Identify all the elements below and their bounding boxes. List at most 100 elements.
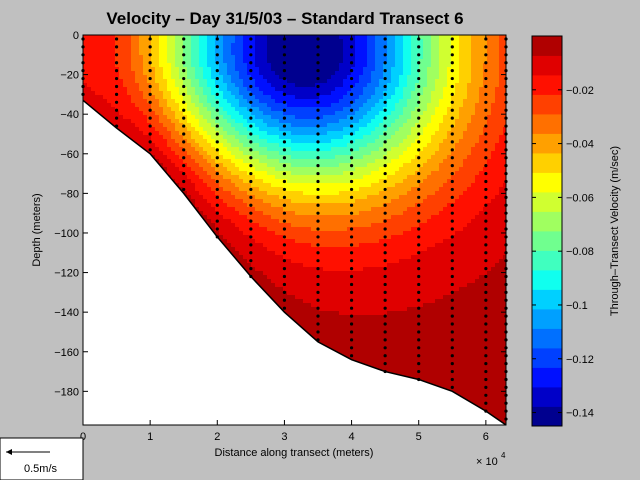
contour-cell bbox=[319, 123, 324, 128]
contour-cell bbox=[403, 207, 408, 212]
contour-cell bbox=[407, 303, 412, 308]
contour-cell bbox=[303, 151, 308, 156]
contour-cell bbox=[371, 303, 376, 308]
contour-cell bbox=[399, 139, 404, 144]
contour-cell bbox=[219, 63, 224, 68]
contour-cell bbox=[251, 159, 256, 164]
contour-cell bbox=[331, 123, 336, 128]
contour-cell bbox=[331, 195, 336, 200]
contour-cell bbox=[339, 63, 344, 68]
contour-cell bbox=[271, 79, 276, 84]
contour-cell bbox=[255, 131, 260, 136]
contour-cell bbox=[291, 159, 296, 164]
contour-cell bbox=[139, 75, 144, 80]
contour-cell bbox=[255, 239, 260, 244]
contour-cell bbox=[383, 311, 388, 316]
contour-cell bbox=[243, 103, 248, 108]
contour-cell bbox=[407, 119, 412, 124]
contour-cell bbox=[139, 123, 144, 128]
contour-cell bbox=[167, 103, 172, 108]
contour-cell bbox=[191, 187, 196, 192]
contour-cell bbox=[267, 227, 272, 232]
contour-cell bbox=[159, 159, 164, 164]
contour-cell bbox=[111, 47, 116, 52]
contour-cell bbox=[343, 251, 348, 256]
contour-cell bbox=[347, 219, 352, 224]
contour-cell bbox=[371, 39, 376, 44]
contour-cell bbox=[135, 55, 140, 60]
contour-cell bbox=[183, 87, 188, 92]
contour-cell bbox=[379, 299, 384, 304]
contour-cell bbox=[167, 151, 172, 156]
contour-cell bbox=[423, 171, 428, 176]
contour-cell bbox=[415, 127, 420, 132]
contour-cell bbox=[251, 183, 256, 188]
contour-cell bbox=[235, 103, 240, 108]
contour-cell bbox=[207, 71, 212, 76]
contour-cell bbox=[327, 63, 332, 68]
contour-cell bbox=[307, 195, 312, 200]
contour-cell bbox=[271, 191, 276, 196]
contour-cell bbox=[411, 139, 416, 144]
contour-cell bbox=[215, 159, 220, 164]
contour-cell bbox=[299, 39, 304, 44]
contour-cell bbox=[239, 35, 244, 40]
contour-cell bbox=[315, 39, 320, 44]
contour-cell bbox=[291, 219, 296, 224]
contour-cell bbox=[295, 47, 300, 52]
contour-cell bbox=[255, 35, 260, 40]
contour-cell bbox=[399, 299, 404, 304]
contour-cell bbox=[215, 151, 220, 156]
contour-cell bbox=[399, 95, 404, 100]
contour-cell bbox=[347, 103, 352, 108]
contour-cell bbox=[347, 207, 352, 212]
contour-cell bbox=[139, 119, 144, 124]
contour-cell bbox=[391, 335, 396, 340]
contour-cell bbox=[283, 151, 288, 156]
contour-cell bbox=[203, 123, 208, 128]
contour-cell bbox=[171, 123, 176, 128]
contour-cell bbox=[303, 179, 308, 184]
contour-cell bbox=[311, 307, 316, 312]
contour-cell bbox=[227, 55, 232, 60]
contour-cell bbox=[371, 215, 376, 220]
contour-cell bbox=[319, 223, 324, 228]
contour-cell bbox=[379, 47, 384, 52]
contour-cell bbox=[387, 203, 392, 208]
contour-cell bbox=[171, 127, 176, 132]
contour-cell bbox=[163, 35, 168, 40]
contour-cell bbox=[243, 143, 248, 148]
contour-cell bbox=[387, 155, 392, 160]
contour-cell bbox=[383, 287, 388, 292]
contour-cell bbox=[339, 71, 344, 76]
contour-cell bbox=[407, 351, 412, 356]
contour-cell bbox=[403, 283, 408, 288]
contour-cell bbox=[347, 199, 352, 204]
contour-cell bbox=[171, 95, 176, 100]
contour-cell bbox=[355, 147, 360, 152]
contour-cell bbox=[415, 175, 420, 180]
contour-cell bbox=[319, 255, 324, 260]
contour-cell bbox=[299, 267, 304, 272]
contour-cell bbox=[387, 331, 392, 336]
contour-cell bbox=[127, 103, 132, 108]
contour-cell bbox=[351, 107, 356, 112]
contour-cell bbox=[207, 139, 212, 144]
contour-cell bbox=[259, 111, 264, 116]
contour-cell bbox=[111, 67, 116, 72]
contour-cell bbox=[407, 299, 412, 304]
contour-cell bbox=[387, 247, 392, 252]
contour-cell bbox=[423, 231, 428, 236]
contour-cell bbox=[271, 187, 276, 192]
contour-cell bbox=[175, 135, 180, 140]
contour-cell bbox=[335, 143, 340, 148]
contour-cell bbox=[251, 263, 256, 268]
contour-cell bbox=[275, 115, 280, 120]
contour-cell bbox=[135, 47, 140, 52]
contour-cell bbox=[367, 211, 372, 216]
contour-cell bbox=[399, 83, 404, 88]
contour-cell bbox=[387, 275, 392, 280]
contour-cell bbox=[363, 71, 368, 76]
contour-cell bbox=[271, 275, 276, 280]
contour-cell bbox=[371, 307, 376, 312]
